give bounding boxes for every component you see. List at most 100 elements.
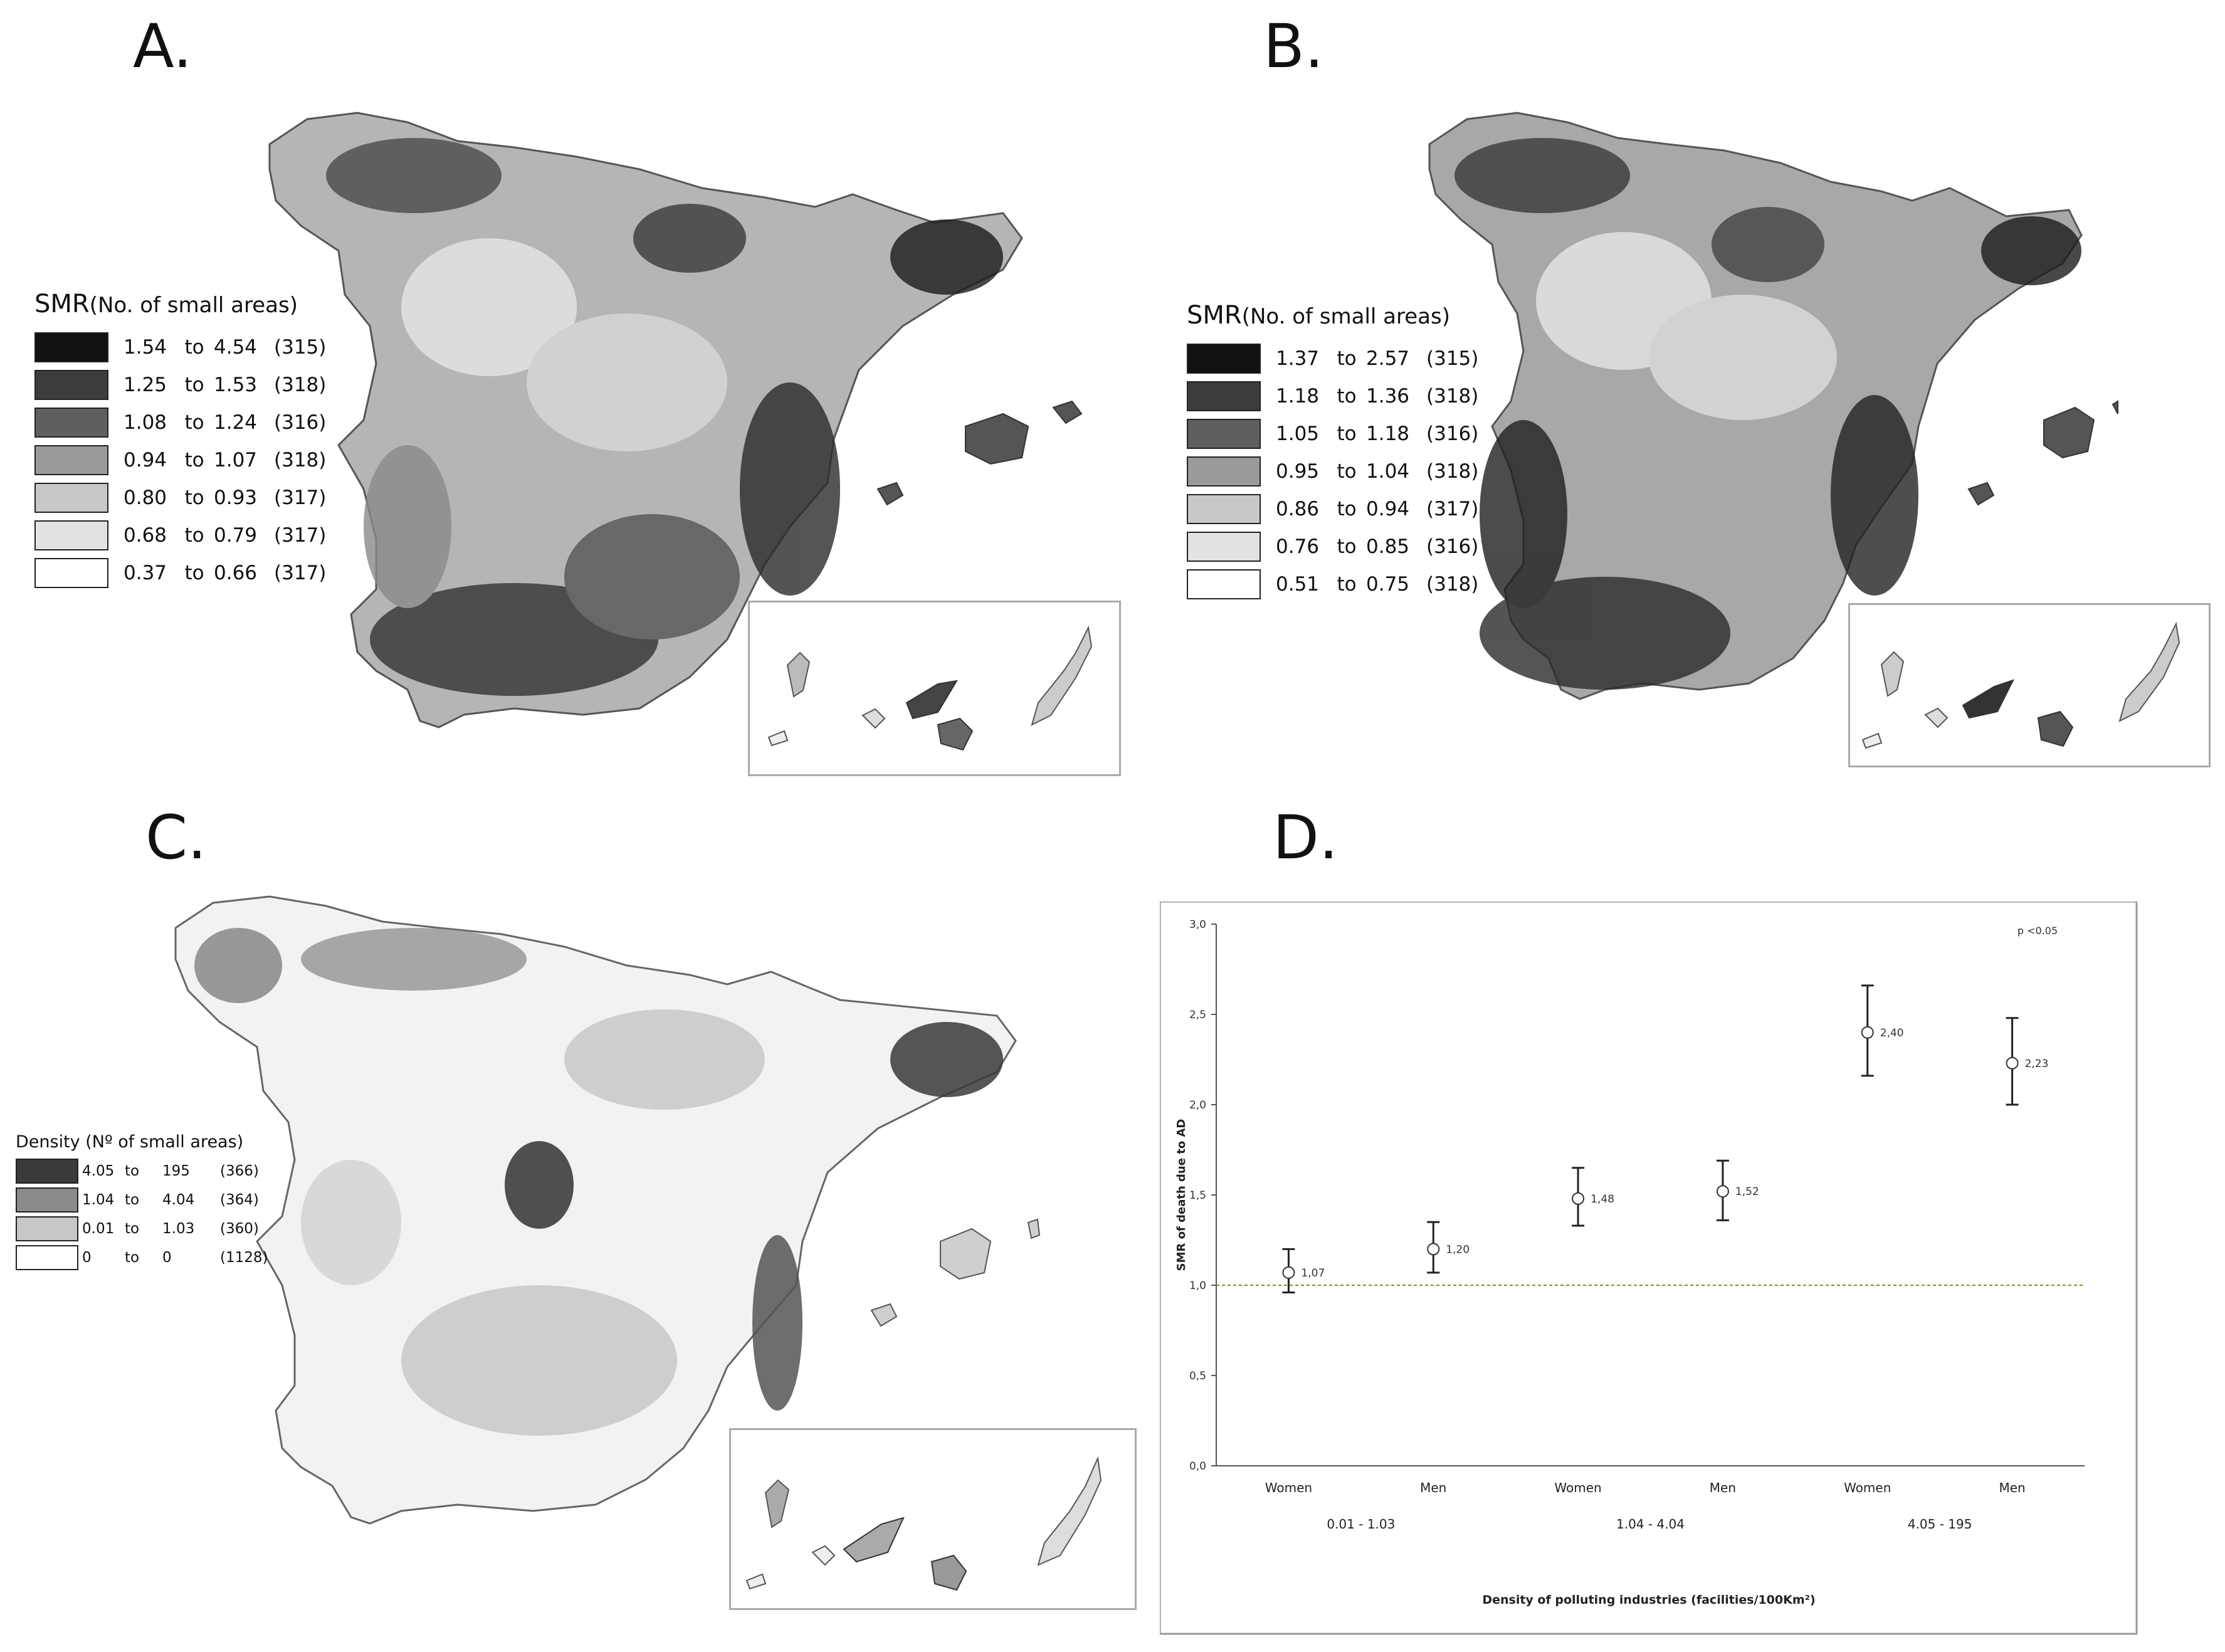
panel-c-label: C. <box>145 802 207 873</box>
legend-range-sep: to <box>125 1250 140 1266</box>
legend-c-class-4: 0 to 0 (1128) <box>16 1243 268 1272</box>
legend-range-sep: to <box>184 374 204 396</box>
legend-count: (360) <box>220 1221 259 1237</box>
y-tick-label: 1,5 <box>1189 1189 1206 1202</box>
legend-swatch <box>34 408 108 438</box>
x-tick-label-sex: Men <box>1420 1480 1446 1495</box>
map-panel-c <box>174 895 1041 1525</box>
legend-c-title: Density <box>16 1132 80 1152</box>
legend-swatch <box>34 483 108 513</box>
legend-panel-c: Density (Nº of small areas) 4.05 to 195 (36… <box>16 1132 268 1272</box>
legend-range-low: 1.54 <box>124 336 167 359</box>
panel-b-label: B. <box>1263 11 1324 82</box>
canary-inset-b <box>1848 603 2211 767</box>
x-tick-label-sex: Men <box>1710 1480 1736 1495</box>
legend-swatch <box>34 445 108 475</box>
legend-a-class-2: 1.25 to 1.53 (318) <box>34 366 326 404</box>
legend-range-sep: to <box>125 1192 140 1208</box>
data-point <box>2006 1056 2019 1070</box>
legend-count: (317) <box>274 562 327 584</box>
legend-range-high: 0.66 <box>214 562 258 584</box>
legend-a-title: SMR <box>34 290 90 318</box>
legend-count: (318) <box>1426 460 1479 483</box>
x-tick-label-sex: Women <box>1844 1480 1891 1495</box>
legend-count: (318) <box>274 449 327 471</box>
legend-swatch <box>1187 569 1261 599</box>
legend-range-high: 4.54 <box>214 336 258 359</box>
legend-count: (317) <box>1426 498 1479 520</box>
canary-inset-c <box>729 1428 1137 1610</box>
legend-range-low: 0 <box>82 1250 92 1266</box>
legend-range-sep: to <box>184 411 204 434</box>
legend-swatch <box>1187 532 1261 562</box>
significance-annotation: p <0.05 <box>2017 925 2058 937</box>
legend-panel-a: SMR(No. of small areas) 1.54 to 4.54 (315) 1… <box>34 290 326 592</box>
legend-count: (318) <box>1426 385 1479 408</box>
legend-count: (315) <box>274 336 327 359</box>
legend-swatch <box>34 558 108 588</box>
legend-range-high: 0.94 <box>1366 498 1410 520</box>
legend-range-sep: to <box>184 524 204 547</box>
legend-count: (364) <box>220 1192 259 1208</box>
legend-range-high: 195 <box>162 1163 190 1179</box>
legend-range-high: 1.03 <box>162 1221 195 1237</box>
legend-range-low: 0.68 <box>124 524 167 547</box>
legend-range-high: 1.07 <box>214 449 258 471</box>
legend-swatch <box>1187 344 1261 374</box>
legend-count: (366) <box>220 1163 259 1179</box>
y-tick-label: 2,0 <box>1189 1099 1206 1112</box>
legend-range-high: 1.24 <box>214 411 258 434</box>
legend-count: (317) <box>274 487 327 509</box>
legend-range-sep: to <box>1337 573 1357 596</box>
legend-swatch <box>1187 494 1261 524</box>
panel-d-label: D. <box>1273 802 1339 873</box>
legend-range-low: 1.05 <box>1276 423 1320 445</box>
legend-range-sep: to <box>1337 535 1357 558</box>
data-point <box>1716 1185 1729 1198</box>
chart-d-frame <box>1160 902 2138 1635</box>
legend-a-class-7: 0.37 to 0.66 (317) <box>34 554 326 592</box>
legend-swatch <box>1187 381 1261 411</box>
legend-range-low: 1.18 <box>1276 385 1320 408</box>
legend-count: (318) <box>274 374 327 396</box>
legend-range-sep: to <box>1337 460 1357 483</box>
legend-a-class-4: 0.94 to 1.07 (318) <box>34 441 326 479</box>
legend-range-low: 0.76 <box>1276 535 1320 558</box>
legend-range-high: 0 <box>162 1250 172 1266</box>
legend-range-low: 0.51 <box>1276 573 1320 596</box>
data-point <box>1282 1266 1295 1279</box>
legend-range-low: 1.08 <box>124 411 167 434</box>
legend-range-high: 1.04 <box>1366 460 1410 483</box>
x-group-label: 1.04 - 4.04 <box>1616 1517 1685 1532</box>
legend-range-low: 0.86 <box>1276 498 1320 520</box>
legend-b-title: SMR <box>1187 301 1242 330</box>
legend-c-class-3: 0.01 to 1.03 (360) <box>16 1214 268 1243</box>
data-label: 1,52 <box>1735 1186 1759 1198</box>
data-label: 2,40 <box>1880 1027 1904 1039</box>
x-tick-label-sex: Women <box>1265 1480 1312 1495</box>
legend-swatch <box>16 1159 78 1184</box>
legend-c-subtitle: (Nº of small areas) <box>85 1132 244 1152</box>
x-axis-label: Density of polluting industries (facilit… <box>1482 1593 1815 1607</box>
legend-range-low: 4.05 <box>82 1163 115 1179</box>
legend-b-class-2: 1.18 to 1.36 (318) <box>1187 377 1478 415</box>
legend-range-high: 1.36 <box>1366 385 1410 408</box>
map-b-shading <box>1454 138 2081 690</box>
legend-c-class-2: 1.04 to 4.04 (364) <box>16 1186 268 1214</box>
legend-count: (318) <box>1426 573 1479 596</box>
legend-b-class-7: 0.51 to 0.75 (318) <box>1187 566 1478 603</box>
legend-swatch <box>1187 419 1261 449</box>
legend-a-class-6: 0.68 to 0.79 (317) <box>34 517 326 554</box>
balearic-islands-a <box>876 400 1083 506</box>
legend-range-high: 0.85 <box>1366 535 1410 558</box>
y-tick-label: 0,0 <box>1189 1460 1206 1473</box>
legend-a-class-1: 1.54 to 4.54 (315) <box>34 329 326 366</box>
legend-count: (316) <box>1426 423 1479 445</box>
legend-range-sep: to <box>1337 498 1357 520</box>
legend-a-class-5: 0.80 to 0.93 (317) <box>34 479 326 517</box>
legend-range-sep: to <box>184 336 204 359</box>
legend-range-sep: to <box>184 562 204 584</box>
legend-range-low: 1.25 <box>124 374 167 396</box>
x-group-label: 4.05 - 195 <box>1908 1517 1972 1532</box>
balearic-islands-b <box>1967 400 2118 506</box>
